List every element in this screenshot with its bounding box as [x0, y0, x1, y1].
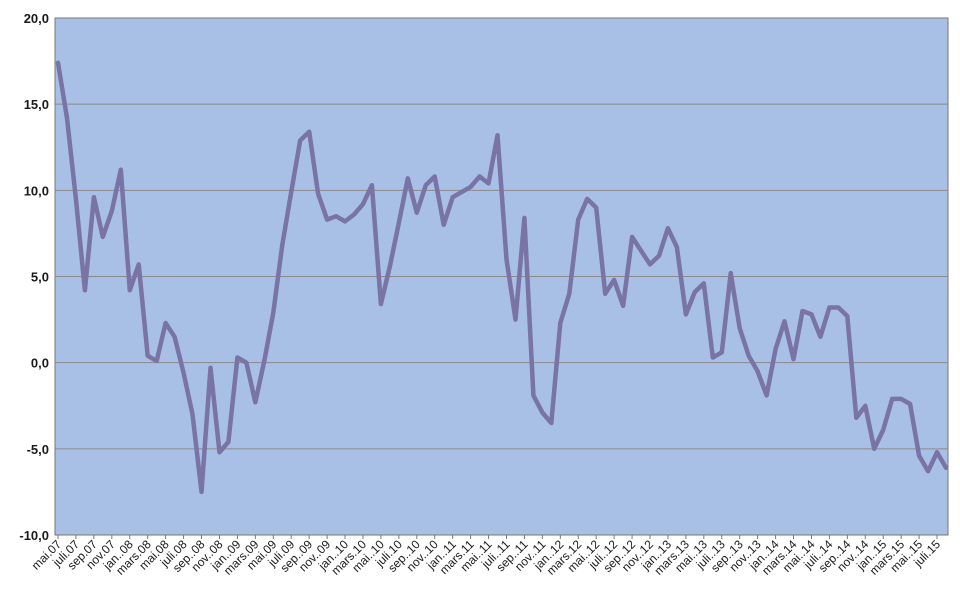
y-axis-ticks: 20,0 15,0 10,0 5,0 0,0 -5,0 -10,0 — [19, 11, 49, 543]
y-tick-label: 20,0 — [24, 11, 49, 26]
y-tick-label: 0,0 — [31, 356, 49, 371]
y-tick-label: 10,0 — [24, 183, 49, 198]
x-axis-ticks: mai.07juli.07sep.07nov.07jan..08mars.08m… — [29, 535, 943, 578]
y-tick-label: -10,0 — [19, 528, 49, 543]
y-tick-label: -5,0 — [27, 442, 49, 457]
series-line — [55, 60, 949, 495]
y-tick-label: 5,0 — [31, 270, 49, 285]
y-tick-label: 15,0 — [24, 97, 49, 112]
